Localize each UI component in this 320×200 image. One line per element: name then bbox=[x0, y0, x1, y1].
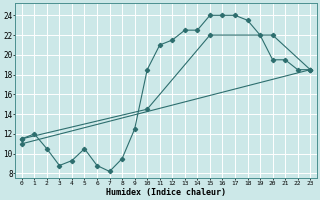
X-axis label: Humidex (Indice chaleur): Humidex (Indice chaleur) bbox=[106, 188, 226, 197]
